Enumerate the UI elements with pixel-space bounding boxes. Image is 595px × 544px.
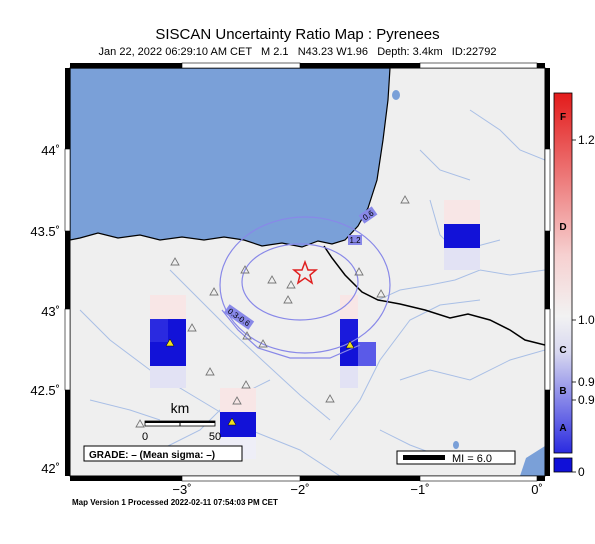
colorbar-letter-b: B (559, 386, 566, 397)
stations (135, 195, 410, 428)
scale-label-0: 0 (142, 431, 148, 443)
colorbar-value-1-0: 1.0 (578, 313, 595, 327)
colorbar: F D C B A 1.2 1.0 0.9 0.9 0 (553, 92, 595, 479)
colorbar-value-0: 0 (578, 465, 585, 479)
colorbar-value-0-9a: 0.9 (578, 375, 595, 389)
sea-bay-of-biscay (70, 68, 391, 248)
grade-box: GRADE: – (Mean sigma: –) (83, 445, 243, 462)
event-date: Jan 22, 2022 06:29:10 AM CET (98, 46, 252, 58)
contour-label-2: 1.2 (349, 236, 361, 245)
mi-box: MI = 6.0 (396, 450, 516, 465)
border-line (323, 245, 545, 346)
event-location: N43.23 W1.96 (297, 46, 369, 58)
event-depth: Depth: 3.4km (377, 46, 443, 58)
stations-active (165, 338, 355, 426)
lon-axis: −3˚ −2˚ −1˚ 0˚ (172, 482, 542, 497)
lon-tick-0: 0˚ (531, 482, 543, 497)
colorbar-value-0-9b: 0.9 (578, 393, 595, 407)
event-magnitude: M 2.1 (261, 46, 289, 58)
event-subtitle: Jan 22, 2022 06:29:10 AM CET M 2.1 N43.2… (0, 46, 595, 58)
scale-unit: km (171, 400, 190, 416)
event-id: ID:22792 (451, 46, 497, 58)
contours (219, 216, 391, 359)
lat-axis: 44˚ 43.5˚ 43˚ 42.5˚ 42˚ (30, 143, 60, 476)
scale-bar: km 0 50 (142, 400, 221, 443)
colorbar-letter-d: D (559, 222, 566, 233)
colorbar-value-1-2: 1.2 (578, 133, 595, 147)
scale-label-50: 50 (209, 431, 221, 443)
lon-tick-2: −2˚ (290, 482, 309, 497)
grade-text: GRADE: – (Mean sigma: –) (89, 450, 215, 461)
mi-text: MI = 6.0 (452, 453, 492, 465)
lat-tick-42-5: 42.5˚ (30, 383, 60, 398)
map-frame (64, 62, 551, 482)
colorbar-letter-a: A (559, 423, 566, 434)
map-area: 0.6 1.2 0.3-0.6 km 0 50 (70, 68, 545, 476)
lon-tick-3: −3˚ (172, 482, 191, 497)
lat-tick-43: 43˚ (41, 304, 60, 319)
lake (453, 441, 459, 449)
map-title: SISCAN Uncertainty Ratio Map : Pyrenees (155, 26, 440, 43)
lat-tick-42: 42˚ (41, 461, 60, 476)
lat-tick-43-5: 43.5˚ (30, 224, 60, 239)
colorbar-letter-f: F (560, 112, 566, 123)
epicenter-star-icon (291, 259, 319, 285)
colorbar-letter-c: C (559, 345, 566, 356)
sea-mediterranean (520, 446, 545, 476)
lat-tick-44: 44˚ (41, 143, 60, 158)
lagoon (392, 90, 400, 100)
footer-processed: Map Version 1 Processed 2022-02-11 07:54… (72, 498, 278, 507)
lon-tick-1: −1˚ (410, 482, 429, 497)
rivers (79, 109, 545, 476)
